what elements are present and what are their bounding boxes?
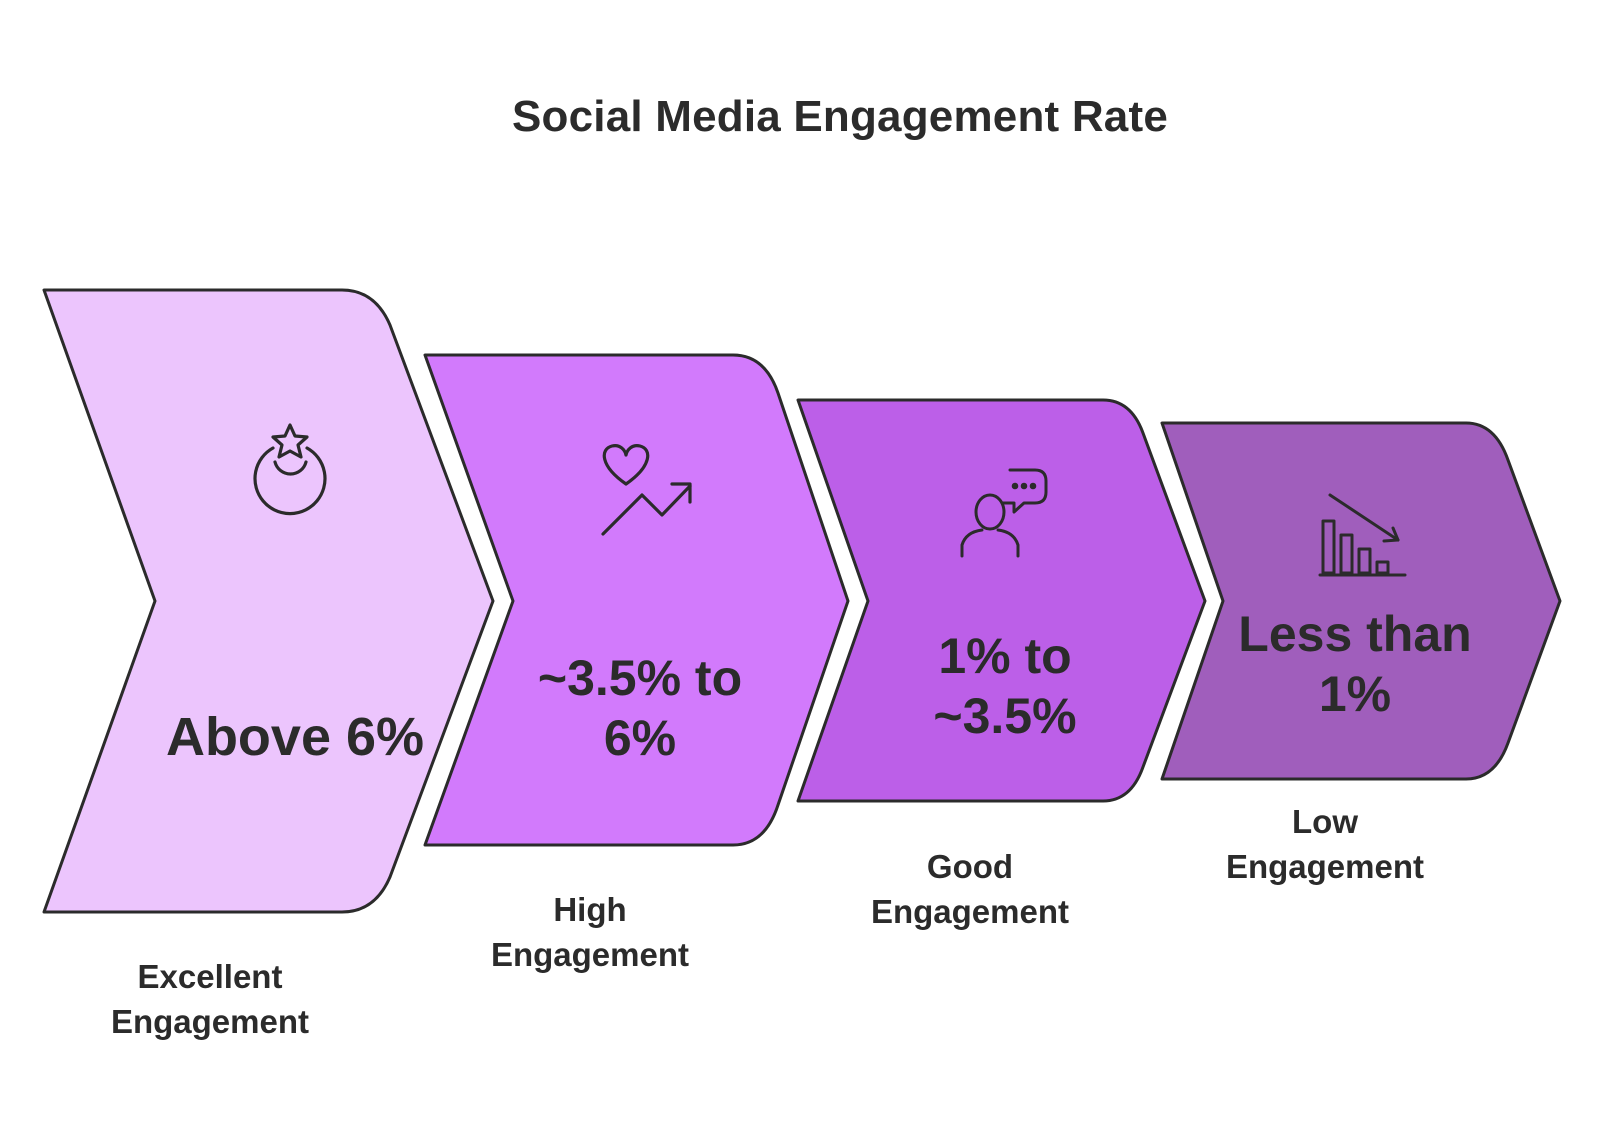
stage-3-chevron bbox=[796, 398, 1207, 803]
diagram-title: Social Media Engagement Rate bbox=[512, 92, 1168, 141]
person-speech-bubble-icon bbox=[960, 468, 1048, 558]
stage-3-label: Good Engagement bbox=[870, 848, 1070, 930]
stage-4-value: Less than 1% bbox=[1238, 606, 1472, 722]
stage-4-label: Low Engagement bbox=[1225, 803, 1425, 885]
stage-1-chevron bbox=[42, 288, 495, 914]
stage-2-value: ~3.5% to 6% bbox=[537, 650, 743, 766]
stage-2-chevron bbox=[423, 353, 850, 847]
stage-2-label: High Engagement bbox=[490, 891, 690, 973]
stage-1-value: Above 6% bbox=[165, 707, 425, 767]
stage-1-label: Excellent Engagement bbox=[110, 958, 310, 1040]
stage-3-value: 1% to ~3.5% bbox=[933, 628, 1077, 744]
stage-4-chevron bbox=[1160, 421, 1562, 781]
star-badge-icon bbox=[253, 423, 327, 516]
bar-chart-decline-icon bbox=[1318, 493, 1407, 577]
heart-trend-up-icon bbox=[601, 444, 692, 536]
